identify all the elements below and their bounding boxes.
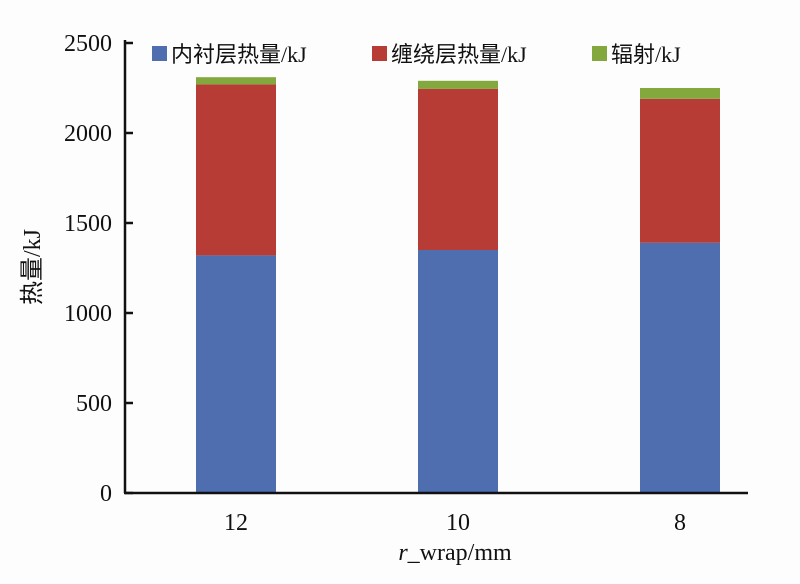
- y-tick-label: 500: [76, 391, 112, 417]
- legend-swatch: [152, 46, 167, 61]
- bar-segment-1: [418, 250, 498, 493]
- bars: [196, 77, 720, 493]
- y-tick-label: 2000: [64, 121, 112, 147]
- bar-segment-1: [640, 242, 720, 493]
- y-tick-label: 1000: [64, 301, 112, 327]
- bar-segment-2: [418, 88, 498, 251]
- bar-segment-2: [640, 98, 720, 243]
- legend: 内衬层热量/kJ 缠绕层热量/kJ 辐射/kJ: [152, 42, 681, 67]
- legend-label: 内衬层热量/kJ: [171, 42, 307, 67]
- legend-swatch: [372, 46, 387, 61]
- x-axis-label: r_wrap/mm: [398, 540, 512, 566]
- bar-segment-3: [196, 77, 276, 85]
- bar-segment-2: [196, 84, 276, 256]
- legend-swatch: [592, 46, 607, 61]
- x-tick-label: 10: [446, 510, 470, 536]
- x-tick-label: 12: [224, 510, 248, 536]
- y-tick-label: 2500: [64, 31, 112, 57]
- bar-segment-3: [640, 88, 720, 99]
- bar-segment-1: [196, 255, 276, 493]
- bar-segment-3: [418, 80, 498, 89]
- legend-label: 辐射/kJ: [611, 42, 681, 67]
- legend-label: 缠绕层热量/kJ: [391, 42, 527, 67]
- y-axis-label: 热量/kJ: [19, 229, 46, 305]
- y-tick-label: 0: [100, 481, 112, 507]
- x-tick-label: 8: [674, 510, 686, 536]
- y-tick-label: 1500: [64, 211, 112, 237]
